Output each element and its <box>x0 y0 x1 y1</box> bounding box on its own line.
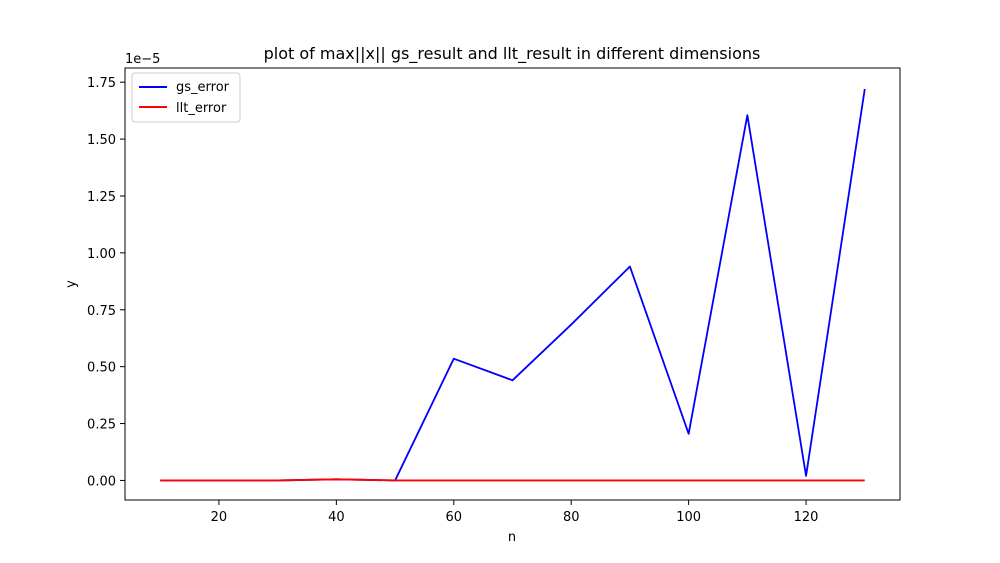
y-tick-label: 1.50 <box>87 133 116 148</box>
x-tick-label: 80 <box>563 510 580 525</box>
y-tick-label: 1.00 <box>87 247 116 262</box>
legend: gs_error llt_error <box>131 72 241 123</box>
x-tick-label: 60 <box>446 510 463 525</box>
y-tick-label: 0.25 <box>87 418 116 433</box>
x-tick-label: 120 <box>794 510 819 525</box>
y-offset-label: 1e−5 <box>125 52 160 67</box>
y-tick-label: 1.25 <box>87 190 116 205</box>
x-tick-label: 40 <box>328 510 345 525</box>
x-axis-ticks: 20 40 60 80 100 120 <box>211 500 819 525</box>
series-layer <box>160 88 866 482</box>
plot-frame <box>124 67 901 501</box>
x-tick-label: 100 <box>676 510 701 525</box>
y-tick-label: 1.75 <box>87 76 116 91</box>
x-axis-label: n <box>508 530 516 545</box>
y-axis-ticks: 0.00 0.25 0.50 0.75 1.00 1.25 1.50 1.75 <box>87 76 125 489</box>
legend-box <box>131 72 241 123</box>
legend-label-gs-error: gs_error <box>176 80 230 95</box>
y-tick-label: 0.50 <box>87 361 116 376</box>
legend-label-llt-error: llt_error <box>176 101 227 116</box>
chart-title: plot of max||x|| gs_result and llt_resul… <box>264 44 761 64</box>
y-tick-label: 0.75 <box>87 304 116 319</box>
x-tick-label: 20 <box>211 510 228 525</box>
y-axis-label: y <box>64 280 79 288</box>
series-line-llt-error <box>160 478 865 482</box>
y-tick-label: 0.00 <box>87 474 116 489</box>
